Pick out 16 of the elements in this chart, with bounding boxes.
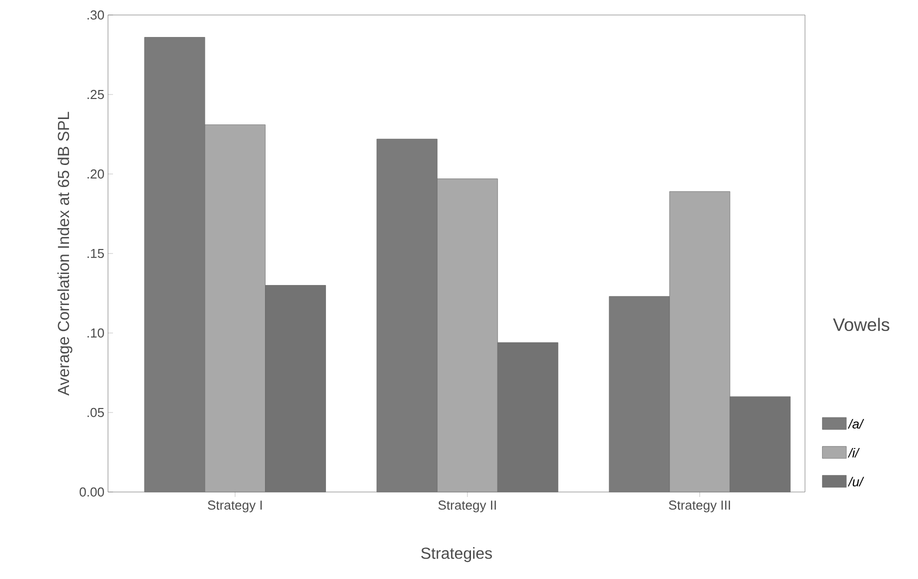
- x-axis-title: Strategies: [421, 547, 492, 562]
- legend-title: Vowels: [833, 318, 890, 332]
- y-tick-label: .30: [88, 10, 104, 20]
- y-axis-title: Average Correlation Index at 65 dB SPL: [57, 112, 72, 396]
- y-tick-label: .15: [88, 248, 104, 258]
- x-tick-label: Strategy II: [438, 500, 496, 512]
- y-tick-label: .05: [88, 408, 104, 418]
- legend-label: /a/: [848, 419, 864, 429]
- y-tick-label: .25: [88, 90, 104, 100]
- x-tick-label: Strategy III: [668, 500, 730, 512]
- y-tick-label: .20: [88, 169, 104, 179]
- legend-label: /u/: [848, 476, 864, 486]
- legend-label: /i/: [848, 448, 860, 458]
- x-tick-label: Strategy I: [208, 500, 262, 512]
- y-tick-label: 0.00: [80, 487, 104, 497]
- y-tick-label: .10: [88, 328, 104, 338]
